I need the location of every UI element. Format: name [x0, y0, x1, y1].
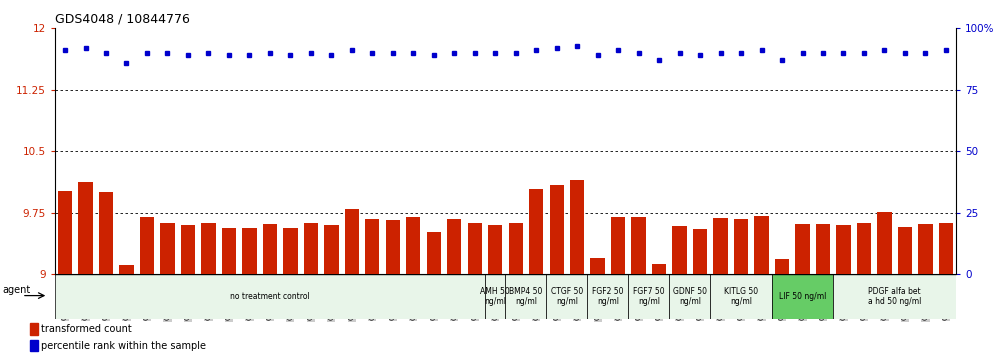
- Text: KITLG 50
ng/ml: KITLG 50 ng/ml: [724, 287, 758, 306]
- Bar: [447, 218, 461, 274]
- Bar: [652, 264, 666, 274]
- Bar: [406, 217, 420, 274]
- Bar: [796, 223, 810, 274]
- Bar: [669, 274, 710, 319]
- Bar: [99, 192, 114, 274]
- Text: CTGF 50
ng/ml: CTGF 50 ng/ml: [551, 287, 583, 306]
- Text: LIF 50 ng/ml: LIF 50 ng/ml: [779, 292, 827, 301]
- Bar: [672, 226, 687, 274]
- Bar: [58, 191, 72, 274]
- Bar: [772, 274, 834, 319]
- Bar: [834, 274, 956, 319]
- Bar: [570, 180, 585, 274]
- Bar: [857, 223, 872, 274]
- Bar: [710, 274, 772, 319]
- Text: FGF2 50
ng/ml: FGF2 50 ng/ml: [593, 287, 623, 306]
- Bar: [283, 228, 298, 274]
- Bar: [734, 219, 748, 274]
- Bar: [120, 264, 133, 274]
- Bar: [366, 219, 379, 274]
- Bar: [591, 258, 605, 274]
- Bar: [324, 225, 339, 274]
- Bar: [897, 227, 912, 274]
- Bar: [754, 216, 769, 274]
- Text: GDNF 50
ng/ml: GDNF 50 ng/ml: [673, 287, 707, 306]
- Bar: [837, 225, 851, 274]
- Bar: [30, 340, 38, 351]
- Text: PDGF alfa bet
a hd 50 ng/ml: PDGF alfa bet a hd 50 ng/ml: [869, 287, 921, 306]
- Bar: [775, 259, 789, 274]
- Bar: [529, 189, 544, 274]
- Bar: [628, 274, 669, 319]
- Bar: [222, 228, 236, 274]
- Text: percentile rank within the sample: percentile rank within the sample: [41, 341, 206, 350]
- Text: transformed count: transformed count: [41, 324, 131, 334]
- Bar: [816, 223, 831, 274]
- Bar: [201, 223, 215, 274]
- Text: no treatment control: no treatment control: [230, 292, 310, 301]
- Bar: [588, 274, 628, 319]
- Bar: [509, 223, 523, 274]
- Bar: [485, 274, 505, 319]
- Bar: [631, 217, 645, 274]
- Bar: [263, 223, 277, 274]
- Bar: [160, 223, 174, 274]
- Bar: [918, 223, 932, 274]
- Bar: [385, 220, 400, 274]
- Bar: [79, 183, 93, 274]
- Bar: [345, 209, 359, 274]
- Text: FGF7 50
ng/ml: FGF7 50 ng/ml: [633, 287, 664, 306]
- Bar: [139, 217, 154, 274]
- Bar: [30, 323, 38, 335]
- Bar: [55, 274, 485, 319]
- Bar: [693, 229, 707, 274]
- Bar: [488, 225, 502, 274]
- Bar: [550, 185, 564, 274]
- Bar: [426, 232, 441, 274]
- Bar: [547, 274, 588, 319]
- Bar: [713, 218, 728, 274]
- Bar: [467, 223, 482, 274]
- Text: GDS4048 / 10844776: GDS4048 / 10844776: [55, 12, 189, 25]
- Text: BMP4 50
ng/ml: BMP4 50 ng/ml: [509, 287, 543, 306]
- Bar: [242, 228, 257, 274]
- Text: AMH 50
ng/ml: AMH 50 ng/ml: [480, 287, 510, 306]
- Bar: [877, 212, 891, 274]
- Bar: [505, 274, 547, 319]
- Bar: [939, 223, 953, 274]
- Bar: [180, 225, 195, 274]
- Text: agent: agent: [3, 285, 31, 295]
- Bar: [611, 217, 625, 274]
- Bar: [304, 223, 318, 274]
